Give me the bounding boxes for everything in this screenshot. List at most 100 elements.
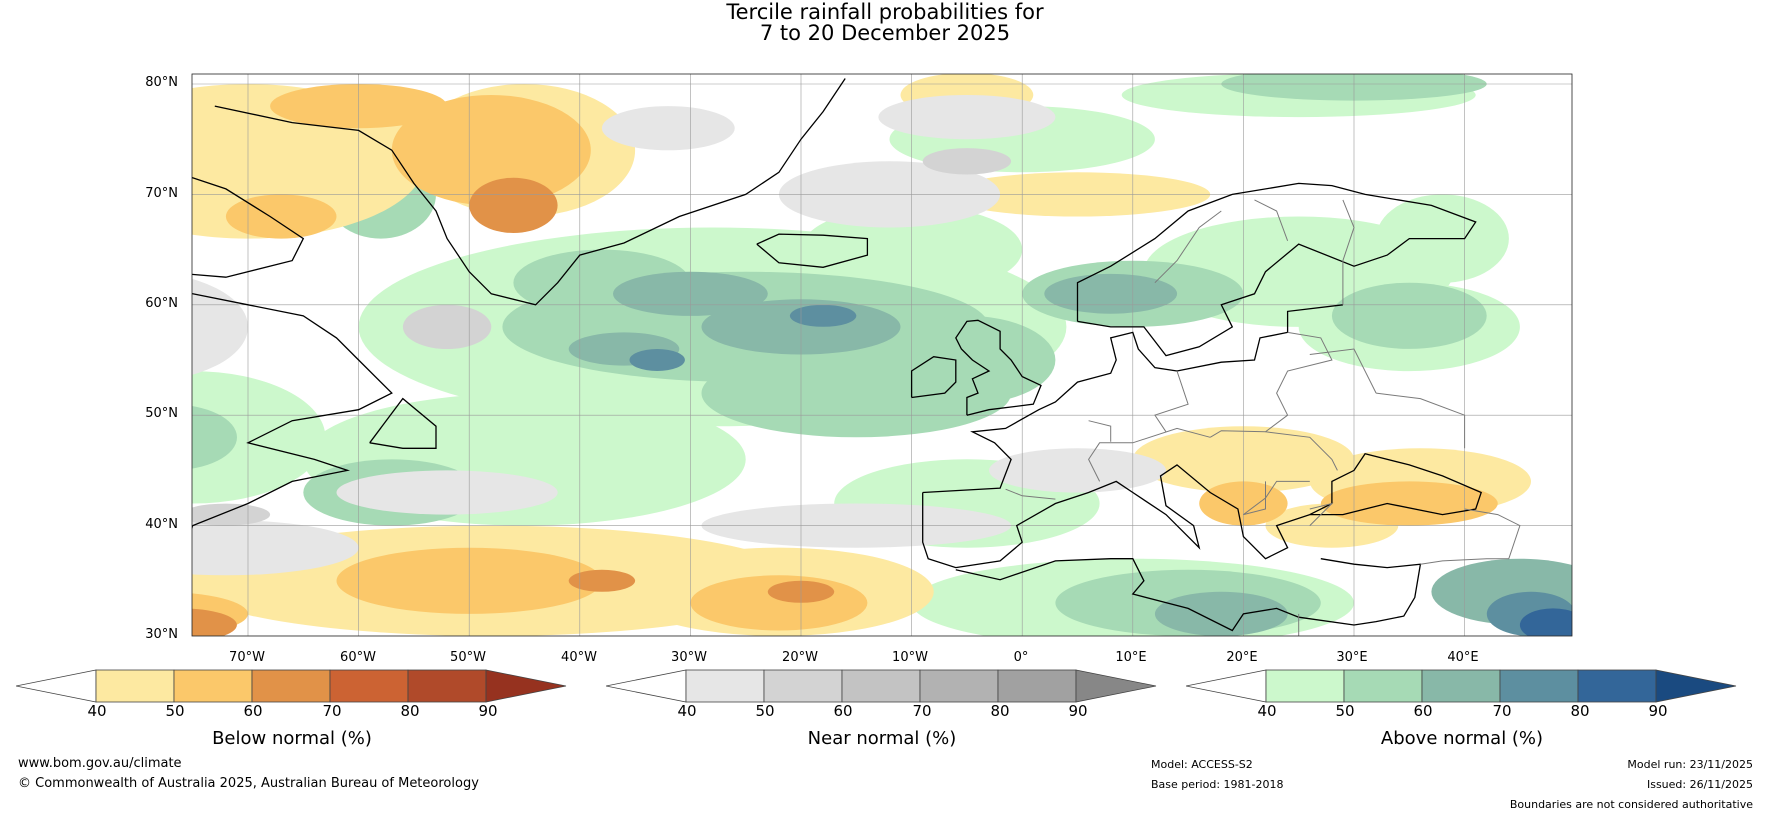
cbar-below-segment <box>251 669 331 703</box>
colorbar-below-normal <box>16 669 567 703</box>
cbar-above-segment <box>1343 669 1423 703</box>
cbar-below-segment <box>173 669 253 703</box>
lat-label-80n: 80°N <box>145 75 178 90</box>
cbar-below-extend-high <box>485 669 567 703</box>
cbar-below-extend-low <box>16 669 97 703</box>
newfoundland-coast <box>369 397 437 449</box>
chart-title-line2: 7 to 20 December 2025 <box>759 21 1011 45</box>
cbar-near-tick: 50 <box>755 702 775 720</box>
footer-disclaimer: Boundaries are not considered authoritat… <box>1509 798 1753 811</box>
colorbar-above-normal <box>1186 669 1737 703</box>
probability-region <box>1519 608 1572 636</box>
lon-label-60w: 60°W <box>340 650 376 665</box>
footer-copyright: © Commonwealth of Australia 2025, Austra… <box>18 776 479 791</box>
footer-model-run: Model run: 23/11/2025 <box>1627 758 1753 771</box>
gb-coast <box>955 319 1042 416</box>
cbar-above-tick: 50 <box>1335 702 1355 720</box>
probability-region <box>568 569 636 592</box>
cbar-near-extend-low <box>606 669 687 703</box>
cbar-below-tick: 50 <box>165 702 185 720</box>
europe-coast <box>922 453 1483 569</box>
greenland-coast <box>214 78 846 306</box>
probability-region <box>1320 481 1498 526</box>
cbar-above-label: Above normal (%) <box>1380 728 1544 749</box>
cbar-near-tick: 40 <box>677 702 697 720</box>
country-border <box>1088 420 1112 442</box>
lon-label-30e: 30°E <box>1336 650 1368 665</box>
probability-region <box>601 106 735 151</box>
map-frame <box>191 73 1573 637</box>
iceland-coast <box>756 233 869 268</box>
country-border <box>1088 427 1211 482</box>
cbar-above-tick: 60 <box>1413 702 1433 720</box>
probability-region <box>402 304 492 349</box>
lon-label-20w: 20°W <box>782 650 818 665</box>
footer-website: www.bom.gov.au/climate <box>18 756 182 771</box>
lon-label-40w: 40°W <box>561 650 597 665</box>
cbar-near-extend-high <box>1075 669 1157 703</box>
cbar-below-segment <box>407 669 487 703</box>
labrador-coast <box>192 292 393 530</box>
cbar-below-tick: 80 <box>400 702 420 720</box>
probability-region <box>192 405 237 469</box>
cbar-near-tick: 60 <box>833 702 853 720</box>
cbar-below-tick: 40 <box>87 702 107 720</box>
cbar-below-tick: 70 <box>322 702 342 720</box>
country-border <box>1209 331 1333 438</box>
cbar-near-segment <box>997 669 1077 703</box>
cbar-below-segment <box>329 669 409 703</box>
cbar-near-label: Near normal (%) <box>807 728 957 749</box>
country-border <box>1243 480 1310 516</box>
country-border <box>1005 488 1056 500</box>
probability-region <box>789 304 857 327</box>
lat-label-40n: 40°N <box>145 517 178 532</box>
country-border <box>1376 392 1466 449</box>
lon-label-0: 0° <box>1013 650 1029 665</box>
cbar-below-tick: 60 <box>243 702 263 720</box>
cbar-near-tick: 70 <box>912 702 932 720</box>
cbar-above-segment <box>1499 669 1579 703</box>
probability-region <box>690 575 868 631</box>
lat-label-30n: 30°N <box>145 627 178 642</box>
lon-label-70w: 70°W <box>229 650 265 665</box>
scandinavia-coast <box>1076 182 1477 357</box>
country-border <box>1154 370 1189 433</box>
cbar-above-tick: 90 <box>1648 702 1668 720</box>
country-border <box>1309 348 1377 394</box>
cbar-above-segment <box>1265 669 1345 703</box>
cbar-above-segment <box>1577 669 1657 703</box>
cbar-above-extend-high <box>1655 669 1737 703</box>
country-border <box>1154 210 1222 284</box>
probability-region <box>336 470 558 515</box>
country-border <box>1309 502 1334 526</box>
lon-label-50w: 50°W <box>450 650 486 665</box>
footer-issued: Issued: 26/11/2025 <box>1646 778 1753 791</box>
lat-label-70n: 70°N <box>145 186 178 201</box>
colorbar-near-normal <box>606 669 1157 703</box>
cbar-above-tick: 70 <box>1492 702 1512 720</box>
country-border <box>1265 431 1338 471</box>
biscay-coast <box>922 304 1343 494</box>
probability-region <box>225 194 337 239</box>
lon-label-10e: 10°E <box>1115 650 1147 665</box>
cbar-near-segment <box>841 669 921 703</box>
probability-region <box>1331 282 1487 349</box>
lat-label-50n: 50°N <box>145 406 178 421</box>
cbar-above-tick: 40 <box>1257 702 1277 720</box>
cbar-near-segment <box>685 669 765 703</box>
cbar-above-tick: 80 <box>1570 702 1590 720</box>
probability-region <box>1154 591 1288 636</box>
lon-label-40e: 40°E <box>1447 650 1479 665</box>
probability-region <box>192 520 359 576</box>
probability-region <box>192 278 248 375</box>
cbar-below-label: Below normal (%) <box>212 728 372 749</box>
probability-region <box>391 95 591 206</box>
chart-title-line1: Tercile rainfall probabilities for <box>726 0 1044 24</box>
lon-label-20e: 20°E <box>1226 650 1258 665</box>
probability-region <box>629 349 685 371</box>
cbar-near-segment <box>763 669 843 703</box>
probability-region <box>922 148 1012 175</box>
cbar-near-tick: 90 <box>1068 702 1088 720</box>
probability-region <box>878 315 1056 405</box>
